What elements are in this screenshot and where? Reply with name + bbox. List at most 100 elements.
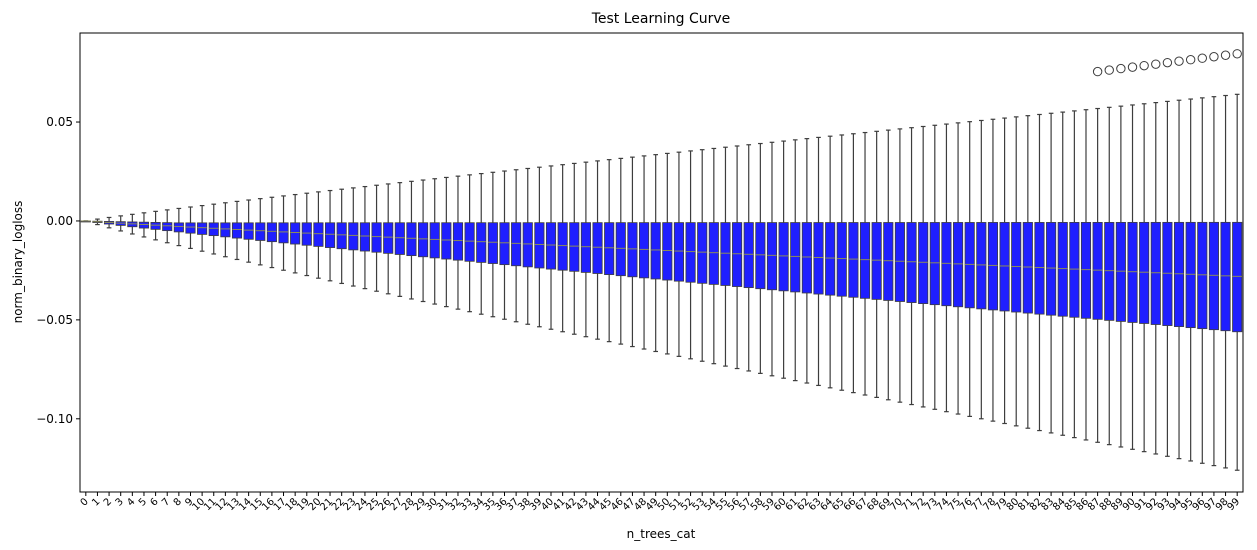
y-tick-label: −0.05 [36, 313, 73, 327]
box [1232, 221, 1243, 333]
box [313, 222, 324, 247]
x-axis-title: n_trees_cat [627, 527, 696, 541]
box [383, 222, 394, 254]
x-tick-label: 5 [137, 496, 149, 508]
box [906, 222, 917, 303]
box [301, 222, 312, 246]
box [197, 222, 208, 235]
outlier-point [1139, 60, 1149, 71]
box [836, 222, 847, 297]
box [650, 222, 661, 280]
box [1011, 222, 1022, 313]
box [1046, 222, 1057, 316]
box [964, 222, 975, 309]
plot-frame [79, 32, 1244, 493]
outlier-point [1127, 62, 1138, 72]
box [1208, 221, 1219, 331]
box [1080, 222, 1092, 319]
box [429, 222, 440, 259]
box [452, 222, 464, 261]
box [929, 222, 940, 306]
outlier-point [1185, 55, 1196, 65]
box [522, 222, 533, 268]
box [1127, 221, 1138, 323]
box [639, 222, 650, 279]
box [231, 222, 243, 239]
x-axis-ticks: 0 1 2 3 4 5 6 7 8 9101112131415161718192021222324… [79, 492, 1243, 513]
box [569, 222, 580, 272]
outlier-point [1092, 66, 1103, 77]
box [604, 222, 615, 275]
x-tick-label: 1 [90, 496, 102, 508]
box [1150, 221, 1161, 325]
y-tick-label: 0.05 [46, 115, 73, 129]
box [441, 222, 452, 260]
box [348, 222, 359, 251]
box [1139, 221, 1150, 324]
box [1104, 221, 1115, 321]
outlier-point [1104, 65, 1114, 75]
y-tick-label: −0.10 [36, 412, 73, 426]
box [580, 222, 591, 273]
x-tick-label: 3 [114, 496, 126, 508]
box [1220, 221, 1231, 332]
box [406, 222, 417, 257]
outlier-point [1197, 53, 1207, 63]
box [1034, 222, 1045, 315]
outlier-point [1174, 56, 1184, 66]
outlier-point [1220, 50, 1231, 60]
box [394, 222, 405, 255]
box [732, 222, 743, 287]
box [941, 222, 952, 307]
box [150, 222, 161, 230]
box [918, 222, 929, 305]
box [1197, 221, 1208, 330]
box [1173, 221, 1185, 327]
box [778, 222, 789, 292]
box [743, 222, 754, 289]
box [511, 222, 522, 267]
box [371, 222, 382, 253]
chart-title: Test Learning Curve [591, 11, 731, 27]
outlier-point [1162, 57, 1173, 68]
box [720, 222, 731, 286]
box [336, 222, 347, 250]
box [790, 222, 801, 293]
x-tick-label: 7 [160, 496, 172, 508]
box [615, 222, 626, 277]
box [953, 222, 964, 308]
box [801, 222, 812, 294]
outlier-point [1151, 59, 1161, 69]
box [1185, 221, 1196, 329]
box [255, 222, 266, 241]
box [1162, 221, 1173, 326]
box [324, 222, 336, 248]
box [359, 222, 370, 252]
box [987, 222, 999, 311]
box [1115, 221, 1126, 322]
box [813, 222, 824, 295]
box [859, 222, 871, 299]
box [266, 222, 277, 243]
x-tick-label: 99 [1226, 496, 1243, 513]
box [592, 222, 603, 274]
y-tick-label: 0.00 [46, 214, 73, 228]
box [1057, 222, 1068, 317]
box [1022, 222, 1033, 314]
box [476, 222, 487, 263]
box [1092, 222, 1103, 320]
outlier-point [1116, 63, 1126, 74]
box [418, 222, 429, 258]
box [697, 222, 708, 284]
box [871, 222, 882, 300]
box-layer [80, 49, 1243, 471]
box [243, 222, 254, 240]
box [708, 222, 719, 285]
box [662, 222, 673, 281]
x-tick-label: 6 [148, 496, 160, 508]
box [290, 222, 301, 245]
box [825, 222, 836, 296]
box [766, 222, 778, 291]
outlier-point [1209, 52, 1219, 62]
